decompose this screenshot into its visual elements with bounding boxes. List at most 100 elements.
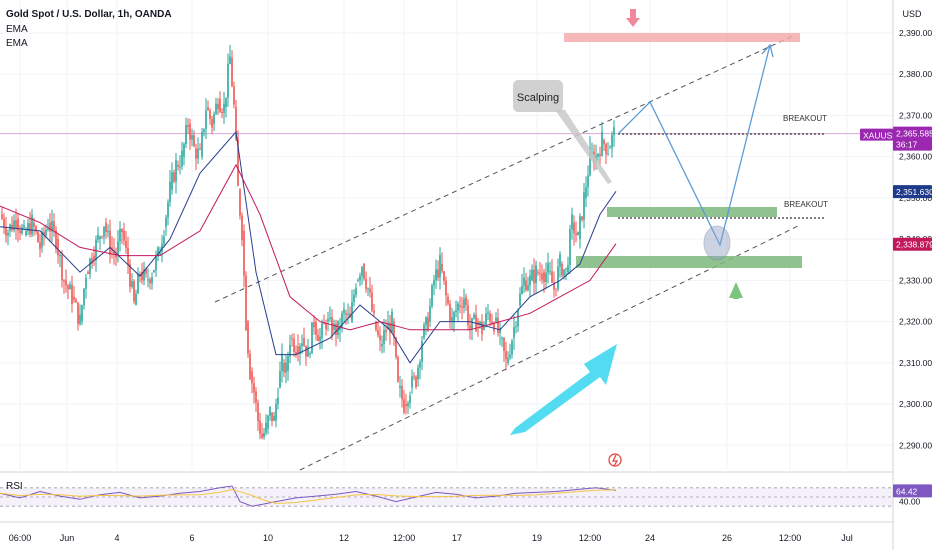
down-arrow-icon [626,9,640,27]
candle-body [493,323,495,332]
candle-body [55,229,57,249]
candle-body [211,118,213,128]
candle-body [137,273,139,294]
candle-body [179,166,181,168]
candle-body [339,328,341,330]
candle-body [449,303,451,321]
candle-body [497,317,499,334]
candle-body [227,64,229,98]
ema-slow-line [0,163,617,331]
candle-body [317,334,319,341]
candle-body [459,305,461,307]
candle-body [265,422,267,433]
candle-body [341,313,343,329]
candle-body [463,298,465,308]
candle-body [393,321,395,338]
grid-layer [0,0,893,470]
trend-arrow [510,344,617,435]
candle-body [333,323,335,330]
candle-body [243,230,245,276]
candle-body [351,301,353,322]
candle-body [115,253,117,258]
candle-body [155,256,157,271]
candle-body [353,294,355,302]
time-tick-label: Jun [60,533,75,543]
candle-body [257,402,259,422]
candle-body [221,111,223,113]
candle-body [29,223,31,235]
candle-body [495,317,497,322]
rsi-level-label: 40.00 [899,497,921,507]
candle-body [71,284,73,304]
candle-body [15,220,17,228]
candle-body [85,277,87,289]
candle-body [487,312,489,314]
candle-body [69,284,71,290]
candle-body [411,376,413,388]
candle-body [537,272,539,274]
candle-body [603,140,605,144]
candle-body [31,214,33,235]
candle-body [175,160,177,182]
price-tick-label: 2,320.000 [899,317,932,327]
candle-body [401,385,403,400]
scalping-label: Scalping [517,92,559,104]
candle-body [297,346,299,354]
candle-body [479,321,481,325]
ema-legend-2[interactable]: EMA [6,38,28,49]
candle-body [525,280,527,291]
candle-body [413,376,415,378]
candle-body [343,309,345,314]
candle-body [367,288,369,290]
ema-legend-1[interactable]: EMA [6,24,28,35]
candle-body [313,322,315,328]
candle-body [93,255,95,261]
candle-body [485,313,487,325]
candle-body [127,247,129,266]
candle-body [23,224,25,228]
candle-body [295,351,297,355]
candle-body [287,356,289,372]
candle-body [409,395,411,404]
retest-circle [703,225,731,261]
chart-title: Gold Spot / U.S. Dollar, 1h, OANDA [6,9,172,20]
price-tick-label: 2,300.000 [899,399,932,409]
candle-body [483,324,485,330]
price-tick-label: 2,360.000 [899,152,932,162]
candle-body [315,321,317,335]
flash-icon [608,453,622,467]
candle-body [335,323,337,335]
scalping-pointer [555,110,612,184]
candle-body [233,86,235,105]
candle-body [167,202,169,218]
candle-body [563,269,565,276]
candle-body [229,56,231,65]
candle-body [181,150,183,167]
ema-fast-line [0,130,617,364]
rsi-legend[interactable]: RSI [6,481,23,492]
candle-body [99,236,101,240]
candle-body [119,229,121,242]
candle-body [529,275,531,286]
candle-body [585,187,587,198]
symbol-tag-bg [860,128,893,141]
candle-body [203,128,205,133]
candle-body [355,287,357,295]
candle-body [125,240,127,248]
candle-body [385,330,387,332]
candle-body [363,263,365,279]
candle-body [509,354,511,358]
candle-body [325,323,327,330]
ema-slow-tag-bg [893,237,932,251]
candle-body [87,272,89,275]
candle-body [185,125,187,144]
candle-body [247,321,249,354]
projection-path [617,44,771,247]
candle-body [3,218,5,228]
candle-body [135,293,137,306]
candle-body [177,164,179,167]
candle-body [77,302,79,325]
currency-label: USD [902,9,922,19]
